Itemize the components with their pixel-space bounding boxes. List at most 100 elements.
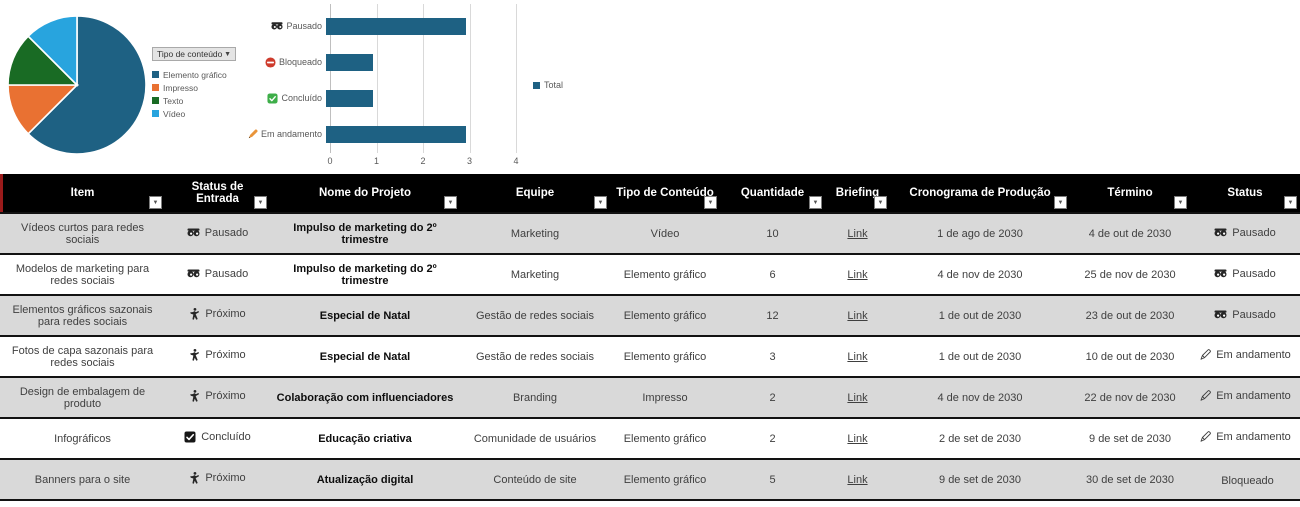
item-cell: Banners para o site	[0, 458, 165, 500]
project-cell: Impulso de marketing do 2º trimestre	[270, 253, 460, 295]
person-next-icon	[189, 308, 200, 320]
header-accent-strip	[0, 174, 3, 212]
project-cell: Educação criativa	[270, 417, 460, 459]
quantity-cell: 2	[720, 376, 825, 418]
briefing-link[interactable]: Link	[847, 227, 868, 240]
status-cell: Pausado	[1190, 294, 1300, 336]
content-type-cell: Elemento gráfico	[610, 417, 720, 459]
bar-chart[interactable]: Pausado Bloqueado Concluído E	[247, 0, 520, 174]
bar-row: Concluído	[250, 80, 520, 116]
gridline	[469, 4, 471, 153]
filter-button[interactable]: ▼	[1174, 196, 1187, 209]
gridline	[516, 4, 517, 153]
glasses-icon	[1214, 269, 1227, 278]
quantity-cell: 2	[720, 417, 825, 459]
glasses-icon	[187, 269, 200, 278]
glasses-icon	[271, 22, 284, 30]
pie-filter-button[interactable]: Tipo de conteúdo ▼	[152, 47, 236, 61]
pie-chart[interactable]	[5, 13, 149, 157]
entry-status-cell: Pausado	[165, 253, 270, 295]
column-header-3: Equipe ▼	[460, 174, 610, 213]
production-schedule-cell: 4 de nov de 2030	[890, 253, 1070, 295]
bar-row: Bloqueado	[250, 44, 520, 80]
pencil-outline-icon	[1199, 390, 1212, 402]
axis-tick-label: 4	[513, 156, 519, 166]
status-cell: Em andamento	[1190, 417, 1300, 459]
filter-button[interactable]: ▼	[254, 196, 267, 209]
pencil-outline-icon	[1199, 431, 1212, 443]
entry-status-cell: Pausado	[165, 212, 270, 254]
quantity-cell: 5	[720, 458, 825, 500]
end-date-cell: 30 de set de 2030	[1070, 458, 1190, 500]
bar-track	[326, 44, 512, 80]
axis-tick-label: 2	[420, 156, 426, 166]
gridline	[330, 4, 331, 153]
end-date-cell: 22 de nov de 2030	[1070, 376, 1190, 418]
end-date-cell: 30 de ago de 2030	[1070, 499, 1190, 507]
filter-button[interactable]: ▼	[809, 196, 822, 209]
team-cell: Gestão de redes sociais	[460, 294, 610, 336]
content-type-cell: Elemento gráfico	[610, 294, 720, 336]
briefing-link[interactable]: Link	[847, 309, 868, 322]
table-row: Vídeos curtos para redes sociais Pausado…	[0, 212, 1300, 254]
briefing-link[interactable]: Link	[847, 350, 868, 363]
column-header-0: Item ▼	[0, 174, 165, 213]
header-row: Item ▼ Status de Entrada ▼ Nome do Proje…	[0, 174, 1300, 213]
table-row: Atualização de texto do site Concluído A…	[0, 499, 1300, 507]
filter-button[interactable]: ▼	[874, 196, 887, 209]
briefing-link[interactable]: Link	[847, 473, 868, 486]
content-type-cell: Vídeo	[610, 212, 720, 254]
content-type-cell: Texto	[610, 499, 720, 507]
status-cell: Pausado	[1190, 212, 1300, 254]
table-row: Design de embalagem de produto Próximo C…	[0, 376, 1300, 418]
pie-filter-label: Tipo de conteúdo	[157, 49, 223, 59]
bar-track	[326, 116, 512, 152]
table-row: Infográficos Concluído Educação criativa…	[0, 417, 1300, 459]
filter-button[interactable]: ▼	[1284, 196, 1297, 209]
filter-button[interactable]: ▼	[1054, 196, 1067, 209]
filter-button[interactable]: ▼	[594, 196, 607, 209]
filter-button[interactable]: ▼	[444, 196, 457, 209]
briefing-link[interactable]: Link	[847, 391, 868, 404]
content-type-cell: Elemento gráfico	[610, 335, 720, 377]
filter-button[interactable]: ▼	[149, 196, 162, 209]
bar-category-label: Pausado	[250, 21, 326, 31]
pie-legend: Elemento gráfico Impresso Texto Vídeo	[152, 68, 264, 120]
end-date-cell: 9 de set de 2030	[1070, 417, 1190, 459]
project-cell: Impulso de marketing do 2º trimestre	[270, 212, 460, 254]
briefing-cell: Link	[825, 253, 890, 295]
content-type-cell: Elemento gráfico	[610, 458, 720, 500]
production-schedule-cell: 1 de ago de 2030	[890, 212, 1070, 254]
team-cell: Conteúdo de site	[460, 499, 610, 507]
team-cell: Marketing	[460, 212, 610, 254]
filter-button[interactable]: ▼	[704, 196, 717, 209]
legend-label: Total	[544, 80, 564, 90]
status-cell: Concluído	[1190, 499, 1300, 507]
briefing-link[interactable]: Link	[847, 268, 868, 281]
briefing-link[interactable]: Link	[847, 432, 868, 445]
entry-status-cell: Concluído	[165, 499, 270, 507]
projects-table: Item ▼ Status de Entrada ▼ Nome do Proje…	[0, 174, 1300, 507]
entry-status-cell: Próximo	[165, 458, 270, 500]
production-schedule-cell: 1 de out de 2030	[890, 294, 1070, 336]
status-cell: Bloqueado	[1190, 458, 1300, 500]
item-cell: Design de embalagem de produto	[0, 376, 165, 418]
axis-tick-label: 0	[327, 156, 333, 166]
team-cell: Comunidade de usuários	[460, 417, 610, 459]
team-cell: Marketing	[460, 253, 610, 295]
data-table: Item ▼ Status de Entrada ▼ Nome do Proje…	[0, 174, 1300, 507]
axis-tick-label: 1	[373, 156, 380, 166]
briefing-cell: Link	[825, 294, 890, 336]
entry-status-cell: Concluído	[165, 417, 270, 459]
entry-status-cell: Próximo	[165, 376, 270, 418]
project-cell: Atualização digital	[270, 458, 460, 500]
bar	[326, 125, 466, 143]
team-cell: Gestão de redes sociais	[460, 335, 610, 377]
bar-chart-legend: Total	[533, 80, 563, 90]
bar-row: Em andamento	[247, 116, 520, 152]
quantity-cell: 4	[720, 499, 825, 507]
pencil-icon	[247, 128, 258, 140]
project-cell: Especial de Natal	[270, 335, 460, 377]
table-row: Modelos de marketing para redes sociais …	[0, 253, 1300, 295]
check-green-icon	[267, 92, 279, 104]
